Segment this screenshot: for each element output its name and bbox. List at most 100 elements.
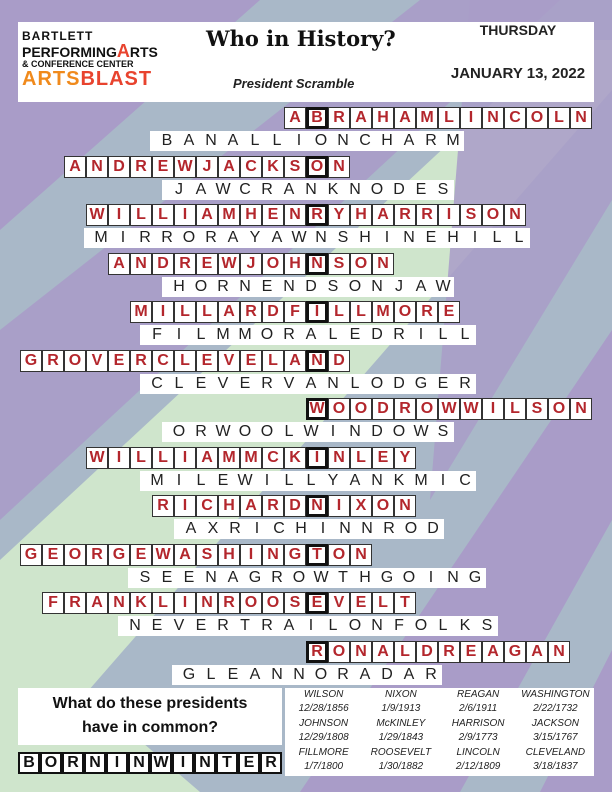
scramble-letter: I (428, 568, 434, 586)
letter-cell: D (152, 252, 174, 275)
scramble-letter: E (183, 568, 195, 586)
final-letter-cell: T (216, 752, 238, 774)
scramble-letter: O (402, 568, 416, 586)
letter-cell: I (174, 204, 196, 226)
letter-cell: O (350, 398, 372, 420)
letter-cell: T (394, 592, 416, 614)
letter-cell: C (504, 107, 526, 129)
letter-cell: W (86, 204, 108, 226)
letter-cell: N (350, 640, 372, 663)
letter-cell: G (20, 349, 42, 372)
letter-cell: O (64, 543, 86, 566)
letter-cell: D (416, 640, 438, 663)
final-letter-cell: N (128, 752, 150, 774)
scramble-letter: N (339, 520, 351, 537)
scramble-letter: L (438, 617, 448, 634)
letter-cell: I (108, 446, 130, 469)
header-banner: BARTLETT PERFORMINGARTS & CONFERENCE CEN… (18, 22, 594, 102)
scramble-letter: I (120, 229, 126, 246)
scramble-letter: W (313, 568, 329, 586)
president-name: REAGAN (457, 689, 500, 700)
president-name: WILSON (303, 689, 344, 700)
letter-cell: S (284, 592, 306, 614)
scramble-letter: M (216, 326, 230, 343)
scramble-letter: C (359, 132, 371, 149)
scramble-letter: N (337, 132, 349, 149)
letter-cell: D (328, 349, 350, 372)
scramble-letter: D (371, 423, 383, 440)
scramble-letter: N (293, 665, 305, 683)
letter-cell: C (152, 349, 174, 372)
president-name: CLEVELAND (525, 747, 586, 758)
day-label: THURSDAY (479, 22, 557, 38)
scramble-letter: O (348, 617, 362, 634)
letter-cell: L (394, 640, 416, 663)
letter-cell: N (108, 592, 130, 614)
scramble-letter: D (393, 180, 405, 198)
birthday-entry: ROOSEVELT 1/30/1882 (362, 746, 439, 775)
letter-cell: N (262, 543, 284, 566)
scramble-letter: A (349, 471, 361, 489)
letter-cell: M (218, 204, 240, 226)
scramble-letter: O (182, 229, 196, 246)
birth-date: 1/29/1843 (378, 732, 424, 743)
highlighted-letter-cell: R (306, 204, 328, 226)
page-title: Who in History? (206, 26, 396, 51)
scramble-letter: L (350, 374, 360, 392)
letter-cell: N (86, 155, 108, 178)
scramble-letter: E (239, 374, 251, 392)
letter-cell: K (262, 155, 284, 178)
highlighted-letter-cell: T (306, 543, 328, 566)
scramble-letter: R (217, 277, 229, 295)
birth-date: 1/30/1882 (378, 761, 424, 772)
letter-cell: N (548, 640, 570, 663)
scramble-letter: F (152, 326, 162, 343)
letter-cell: D (262, 301, 284, 323)
letter-cell: A (218, 301, 240, 323)
scramble-letter: K (459, 617, 471, 634)
highlighted-letter-cell: W (306, 398, 328, 420)
letter-cell: A (108, 252, 130, 275)
letter-cell: G (20, 543, 42, 566)
letter-cell: A (372, 640, 394, 663)
scramble-letter: O (370, 374, 384, 392)
final-letter-cell: W (150, 752, 172, 774)
scramble-letter: W (413, 423, 429, 440)
letter-cell: N (350, 543, 372, 566)
letter-cell: H (240, 204, 262, 226)
scramble-letter: A (359, 665, 371, 683)
scramble-letter: R (337, 665, 349, 683)
letter-cell: A (218, 155, 240, 178)
scramble-letter: T (338, 568, 348, 586)
scramble-letter: Y (249, 229, 261, 246)
birthday-entry: JACKSON 3/15/1767 (517, 717, 594, 746)
birth-date: 2/6/1911 (459, 703, 498, 714)
scramble-letter: N (403, 229, 415, 246)
scramble-letter: E (217, 471, 229, 489)
scramble-letter: D (393, 374, 405, 392)
letter-cell: H (284, 252, 306, 275)
scramble-letter: L (250, 132, 260, 149)
president-name: ROOSEVELT (370, 747, 432, 758)
letter-cell: O (64, 349, 86, 372)
letter-cell: A (196, 446, 218, 469)
president-name: JOHNSON (299, 718, 349, 729)
scramble-letter: L (196, 326, 206, 343)
letter-cell: L (328, 301, 350, 323)
scramble-letter: R (425, 132, 437, 149)
artsblast-logo: BARTLETT PERFORMINGARTS & CONFERENCE CEN… (22, 29, 158, 90)
letter-cell: K (130, 592, 152, 614)
letter-cell: O (394, 301, 416, 323)
birthday-entry: REAGAN 2/6/1911 (440, 688, 517, 717)
birth-date: 2/12/1809 (455, 761, 501, 772)
scramble-letter: R (261, 180, 273, 198)
scramble-letter: O (260, 326, 274, 343)
letter-cell: L (130, 204, 152, 226)
letter-cell: E (240, 349, 262, 372)
scramble-letter: I (320, 520, 326, 537)
